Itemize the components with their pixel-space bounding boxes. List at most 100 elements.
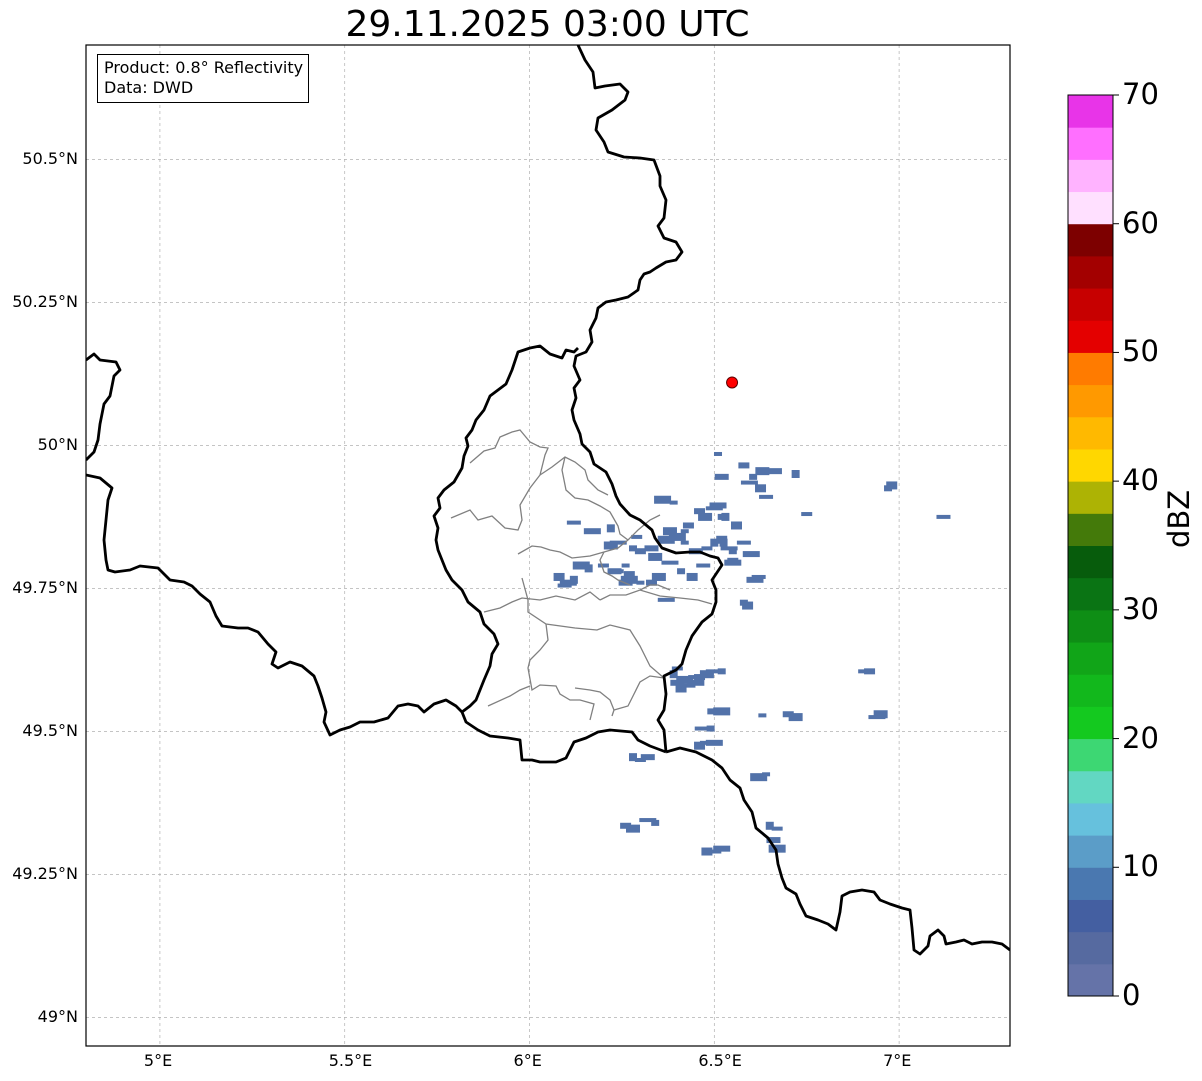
radar-echo-cell xyxy=(668,532,686,541)
radar-echoes xyxy=(553,451,951,856)
radar-echo-cell xyxy=(680,540,689,545)
colorbar-tick-label: 0 xyxy=(1122,978,1141,1012)
colorbar-segment xyxy=(1068,867,1113,900)
colorbar-segment xyxy=(1068,384,1113,418)
colorbar-segment xyxy=(1068,159,1113,193)
radar-echo-cell xyxy=(801,512,813,517)
radar-echo-cell xyxy=(719,538,728,547)
radar-echo-cell xyxy=(682,522,694,529)
radar-echo-cell xyxy=(713,845,731,852)
radar-echo-cell xyxy=(742,601,754,610)
national-borders xyxy=(86,45,1010,956)
radar-echo-cell xyxy=(654,495,672,504)
colorbar-segment xyxy=(1068,352,1113,386)
radar-echo-cell xyxy=(858,669,867,674)
product-label: Product: 0.8° Reflectivity xyxy=(104,58,304,77)
colorbar-segment xyxy=(1068,320,1113,353)
radar-echo-cell xyxy=(651,572,666,581)
latitude-tick-label: 49.5°N xyxy=(22,721,78,741)
radar-echo-cell xyxy=(626,824,641,833)
radar-echo-cell xyxy=(553,572,565,581)
radar-echo-cell xyxy=(759,494,774,499)
radar-echo-cell xyxy=(680,529,689,534)
colorbar-segment xyxy=(1068,288,1113,321)
colorbar-segment xyxy=(1068,416,1113,450)
radar-echo-cell xyxy=(651,819,660,826)
radar-echo-cell xyxy=(623,571,635,578)
radar-echo-cell xyxy=(755,467,770,476)
radar-echo-cell xyxy=(791,470,800,478)
radar-echo-cell xyxy=(762,772,771,777)
radar-echo-cell xyxy=(768,844,786,853)
colorbar-segment xyxy=(1068,255,1113,289)
radar-echo-cell xyxy=(688,675,697,680)
colorbar-tick-label: 70 xyxy=(1122,77,1159,111)
radar-echo-cell xyxy=(661,560,679,565)
radar-echo-cell xyxy=(746,576,764,583)
radar-echo-cell xyxy=(755,484,767,493)
radar-echo-cell xyxy=(864,668,876,675)
radar-echo-cell xyxy=(771,826,783,831)
radar-echo-cell xyxy=(606,524,615,533)
radar-echo-cell xyxy=(736,540,751,545)
info-box: Product: 0.8° Reflectivity Data: DWD xyxy=(97,54,310,103)
colorbar-segment xyxy=(1068,513,1113,546)
colorbar-segment xyxy=(1068,609,1113,643)
radar-echo-cell xyxy=(583,528,601,535)
radar-echo-cell xyxy=(566,520,581,525)
colorbar-label: dBZ xyxy=(1162,489,1196,548)
radar-echo-cell xyxy=(629,545,638,552)
colorbar-segment xyxy=(1068,481,1113,514)
radar-echo-cell xyxy=(620,575,638,584)
radar-echo-cell xyxy=(740,480,758,485)
radar-echo-cell xyxy=(694,726,712,731)
radar-echo-cell xyxy=(713,707,731,716)
radar-echo-cell xyxy=(701,546,713,551)
radar-echo-cell xyxy=(669,500,678,505)
map-frame xyxy=(85,44,1011,1047)
radar-echo-cell xyxy=(782,711,794,718)
colorbar-tick-label: 60 xyxy=(1122,205,1159,240)
colorbar-tick-label: 30 xyxy=(1122,591,1159,626)
colorbar-frame xyxy=(1067,94,1114,997)
colorbar-tick-label: 40 xyxy=(1122,463,1159,498)
latitude-tick-label: 50.25°N xyxy=(12,292,78,312)
longitude-tick-label: 6°E xyxy=(513,1051,542,1070)
radar-echo-cell xyxy=(868,715,886,720)
latitude-tick-label: 50°N xyxy=(37,435,78,455)
radar-echo-cell xyxy=(569,575,578,584)
latitude-tick-label: 50.5°N xyxy=(22,149,78,169)
radar-echo-cell xyxy=(742,551,760,558)
radar-echo-cell xyxy=(714,473,729,480)
radar-echo-cell xyxy=(694,741,706,750)
radar-echo-cell xyxy=(675,684,687,693)
colorbar-segment xyxy=(1068,127,1113,160)
radar-echo-cell xyxy=(766,837,781,844)
radar-echo-cell xyxy=(631,534,643,539)
radar-echo-cell xyxy=(936,514,951,519)
colorbar-segment xyxy=(1068,963,1113,997)
radar-echo-cell xyxy=(612,569,624,574)
colorbar-tick-label: 50 xyxy=(1122,334,1159,369)
radar-echo-cell xyxy=(677,568,686,575)
colorbar-segment xyxy=(1068,642,1113,675)
radar-echo-cell xyxy=(738,462,750,469)
latitude-tick-label: 49.25°N xyxy=(12,864,78,884)
radar-echo-cell xyxy=(669,670,678,679)
radar-echo-cell xyxy=(705,739,723,746)
radar-echo-cell xyxy=(559,579,577,586)
radar-echo-cell xyxy=(717,668,726,675)
gridlines xyxy=(86,45,1010,1046)
radar-echo-cell xyxy=(764,468,782,475)
radar-echo-cell xyxy=(765,821,774,830)
radar-echo-cell xyxy=(629,753,638,762)
radar-echo-cell xyxy=(603,541,618,550)
radar-echo-cell xyxy=(705,669,723,674)
radar-echo-cell xyxy=(657,535,675,544)
radar-echo-cell xyxy=(648,552,663,561)
radar-echo-cell xyxy=(750,773,768,782)
colorbar-segment xyxy=(1068,802,1113,836)
colorbar-segment xyxy=(1068,899,1113,933)
radar-echo-cell xyxy=(676,675,694,684)
radar-echo-cell xyxy=(714,451,723,456)
